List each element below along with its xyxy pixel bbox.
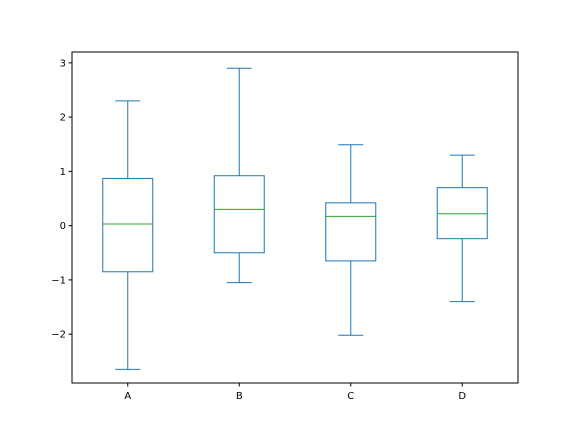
- box-group-c: [325, 144, 377, 336]
- box-group-b: [213, 67, 265, 284]
- x-axis: A B C D: [124, 383, 466, 402]
- iqr-box: [325, 202, 377, 262]
- iqr-box: [213, 175, 265, 254]
- y-axis: −2 −1 0 1 2 3: [51, 58, 72, 341]
- x-tick-label-c: C: [347, 391, 354, 402]
- boxes-layer: [102, 67, 488, 370]
- plot-area-frame: [71, 51, 519, 384]
- y-tick-label: −2: [51, 330, 66, 341]
- y-tick-label: 1: [60, 167, 66, 178]
- iqr-box: [436, 187, 488, 240]
- box-group-a: [102, 100, 154, 370]
- x-tick-label-a: A: [124, 391, 131, 402]
- iqr-box: [102, 177, 154, 273]
- x-tick-label-b: B: [236, 391, 243, 402]
- y-tick-label: 0: [60, 221, 66, 232]
- y-tick-label: −1: [51, 275, 66, 286]
- y-tick-label: 3: [60, 58, 66, 69]
- x-tick-label-d: D: [458, 391, 466, 402]
- y-tick-label: 2: [60, 113, 66, 124]
- box-group-d: [436, 154, 488, 303]
